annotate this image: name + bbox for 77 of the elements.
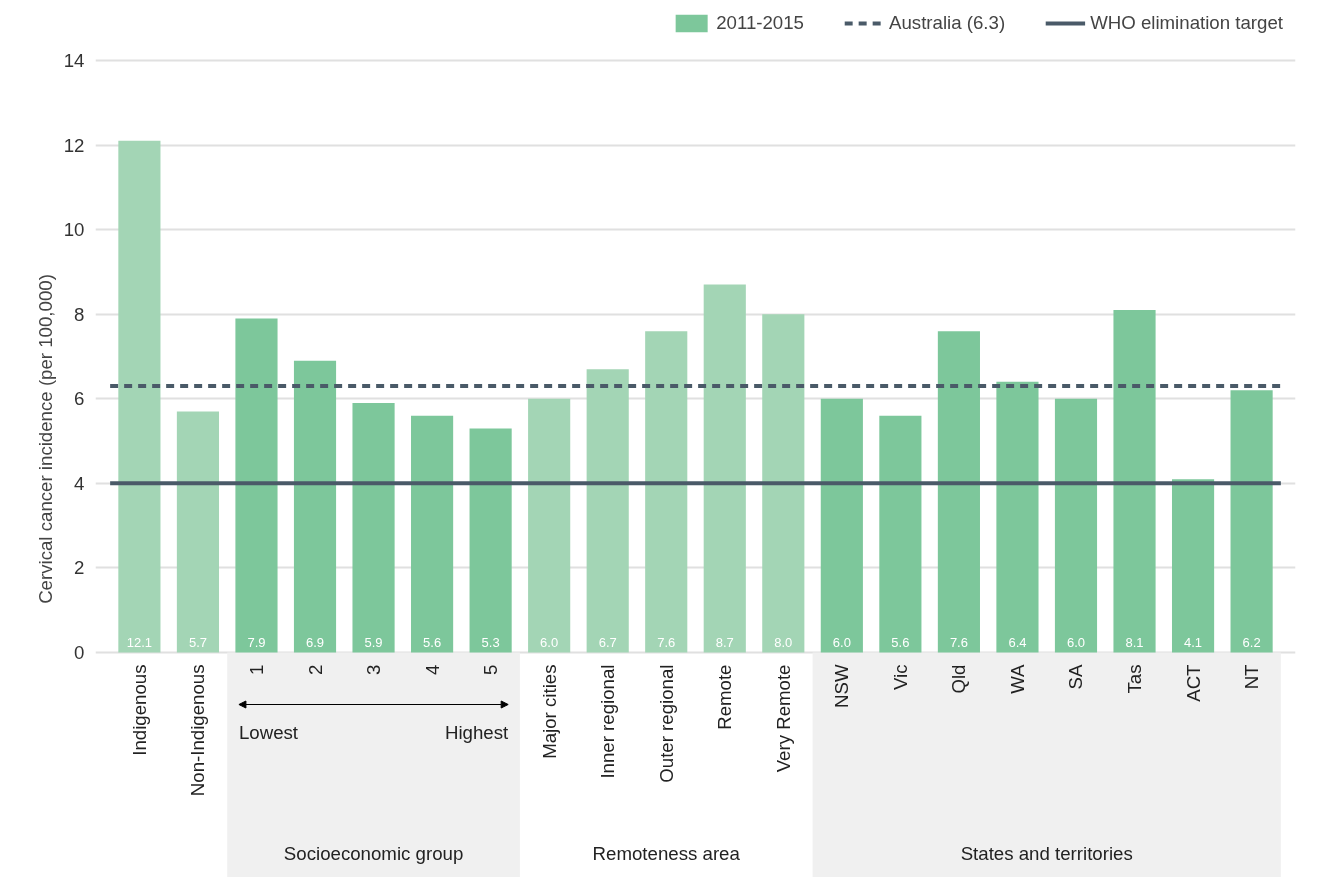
bar <box>1113 309 1156 653</box>
x-tick-label: Non-Indigenous <box>187 664 209 797</box>
legend-label: Australia (6.3) <box>889 12 1006 34</box>
data-label: 6.9 <box>305 634 325 650</box>
text: Socioeconomic group <box>283 843 464 864</box>
bar <box>411 415 454 653</box>
x-tick-label: Very Remote <box>772 664 794 773</box>
data-label: 6.4 <box>1008 634 1027 650</box>
x-tick-label: 4 <box>421 664 443 675</box>
legend-label: 2011-2015 <box>716 12 804 34</box>
text: Highest <box>444 722 509 743</box>
data-label: 6.0 <box>540 634 559 650</box>
x-tick-label: Qld <box>948 664 970 694</box>
data-label: 7.9 <box>247 634 266 650</box>
x-tick-label: NT <box>1241 664 1263 690</box>
bar <box>235 318 278 653</box>
x-tick-label: Remote <box>714 664 736 730</box>
data-label: 4.1 <box>1184 634 1203 650</box>
data-label: 5.6 <box>423 634 442 650</box>
text: Lowest <box>238 722 299 743</box>
data-label: 5.6 <box>891 634 910 650</box>
x-tick-label: 2 <box>304 664 326 675</box>
bar <box>1230 390 1273 653</box>
y-tick-label: 0 <box>74 642 85 663</box>
data-label: 12.1 <box>126 634 153 650</box>
bar <box>352 403 395 653</box>
bar <box>1171 479 1215 653</box>
x-tick-label: Inner regional <box>597 664 619 779</box>
x-tick-label: ACT <box>1182 664 1204 702</box>
y-tick-label: 2 <box>74 557 85 579</box>
bar <box>293 360 337 653</box>
data-label: 6.0 <box>1066 634 1086 650</box>
y-tick-label: 4 <box>74 472 85 494</box>
data-label: 6.0 <box>832 634 851 650</box>
y-tick-label: 14 <box>63 50 85 71</box>
data-label: 8.0 <box>774 634 793 650</box>
x-tick-label: Vic <box>889 664 911 691</box>
legend-label: WHO elimination target <box>1090 12 1283 34</box>
data-label: 5.7 <box>188 634 207 650</box>
bar <box>528 398 571 653</box>
data-label: 6.7 <box>598 634 617 650</box>
x-tick-label: 3 <box>363 664 385 675</box>
y-tick-label: 8 <box>74 303 85 325</box>
bar <box>1054 398 1098 653</box>
y-tick-label: 6 <box>74 388 85 410</box>
y-tick-label: 10 <box>63 219 85 241</box>
data-label: 6.2 <box>1242 634 1261 650</box>
data-label: 7.6 <box>657 634 676 650</box>
y-axis-title: Cervical cancer incidence (per 100,000) <box>34 274 56 604</box>
bar <box>937 331 980 653</box>
x-tick-label: 1 <box>245 664 267 675</box>
bar <box>586 369 629 653</box>
data-label: 5.3 <box>481 634 500 650</box>
bar <box>469 428 512 653</box>
bar <box>820 398 863 653</box>
x-tick-label: SA <box>1065 663 1087 690</box>
bar <box>645 331 688 653</box>
text: States and territories <box>960 843 1133 864</box>
bar <box>879 415 922 653</box>
data-label: 8.7 <box>715 634 734 650</box>
x-tick-label: Outer regional <box>655 664 677 783</box>
bar <box>703 284 746 653</box>
bar <box>762 314 805 653</box>
bar <box>176 411 220 653</box>
x-tick-label: Indigenous <box>128 664 150 756</box>
y-tick-label: 12 <box>63 134 85 156</box>
x-tick-label: WA <box>1006 663 1028 694</box>
data-label: 5.9 <box>364 634 383 650</box>
bar <box>118 140 161 653</box>
x-tick-label: Major cities <box>538 664 560 759</box>
x-tick-label: Tas <box>1124 664 1146 694</box>
data-label: 7.6 <box>949 634 968 650</box>
x-tick-label: 5 <box>480 664 502 675</box>
x-tick-label: NSW <box>831 664 853 709</box>
text: Remoteness area <box>592 843 741 864</box>
bar <box>996 381 1039 653</box>
data-label: 8.1 <box>1125 634 1144 650</box>
